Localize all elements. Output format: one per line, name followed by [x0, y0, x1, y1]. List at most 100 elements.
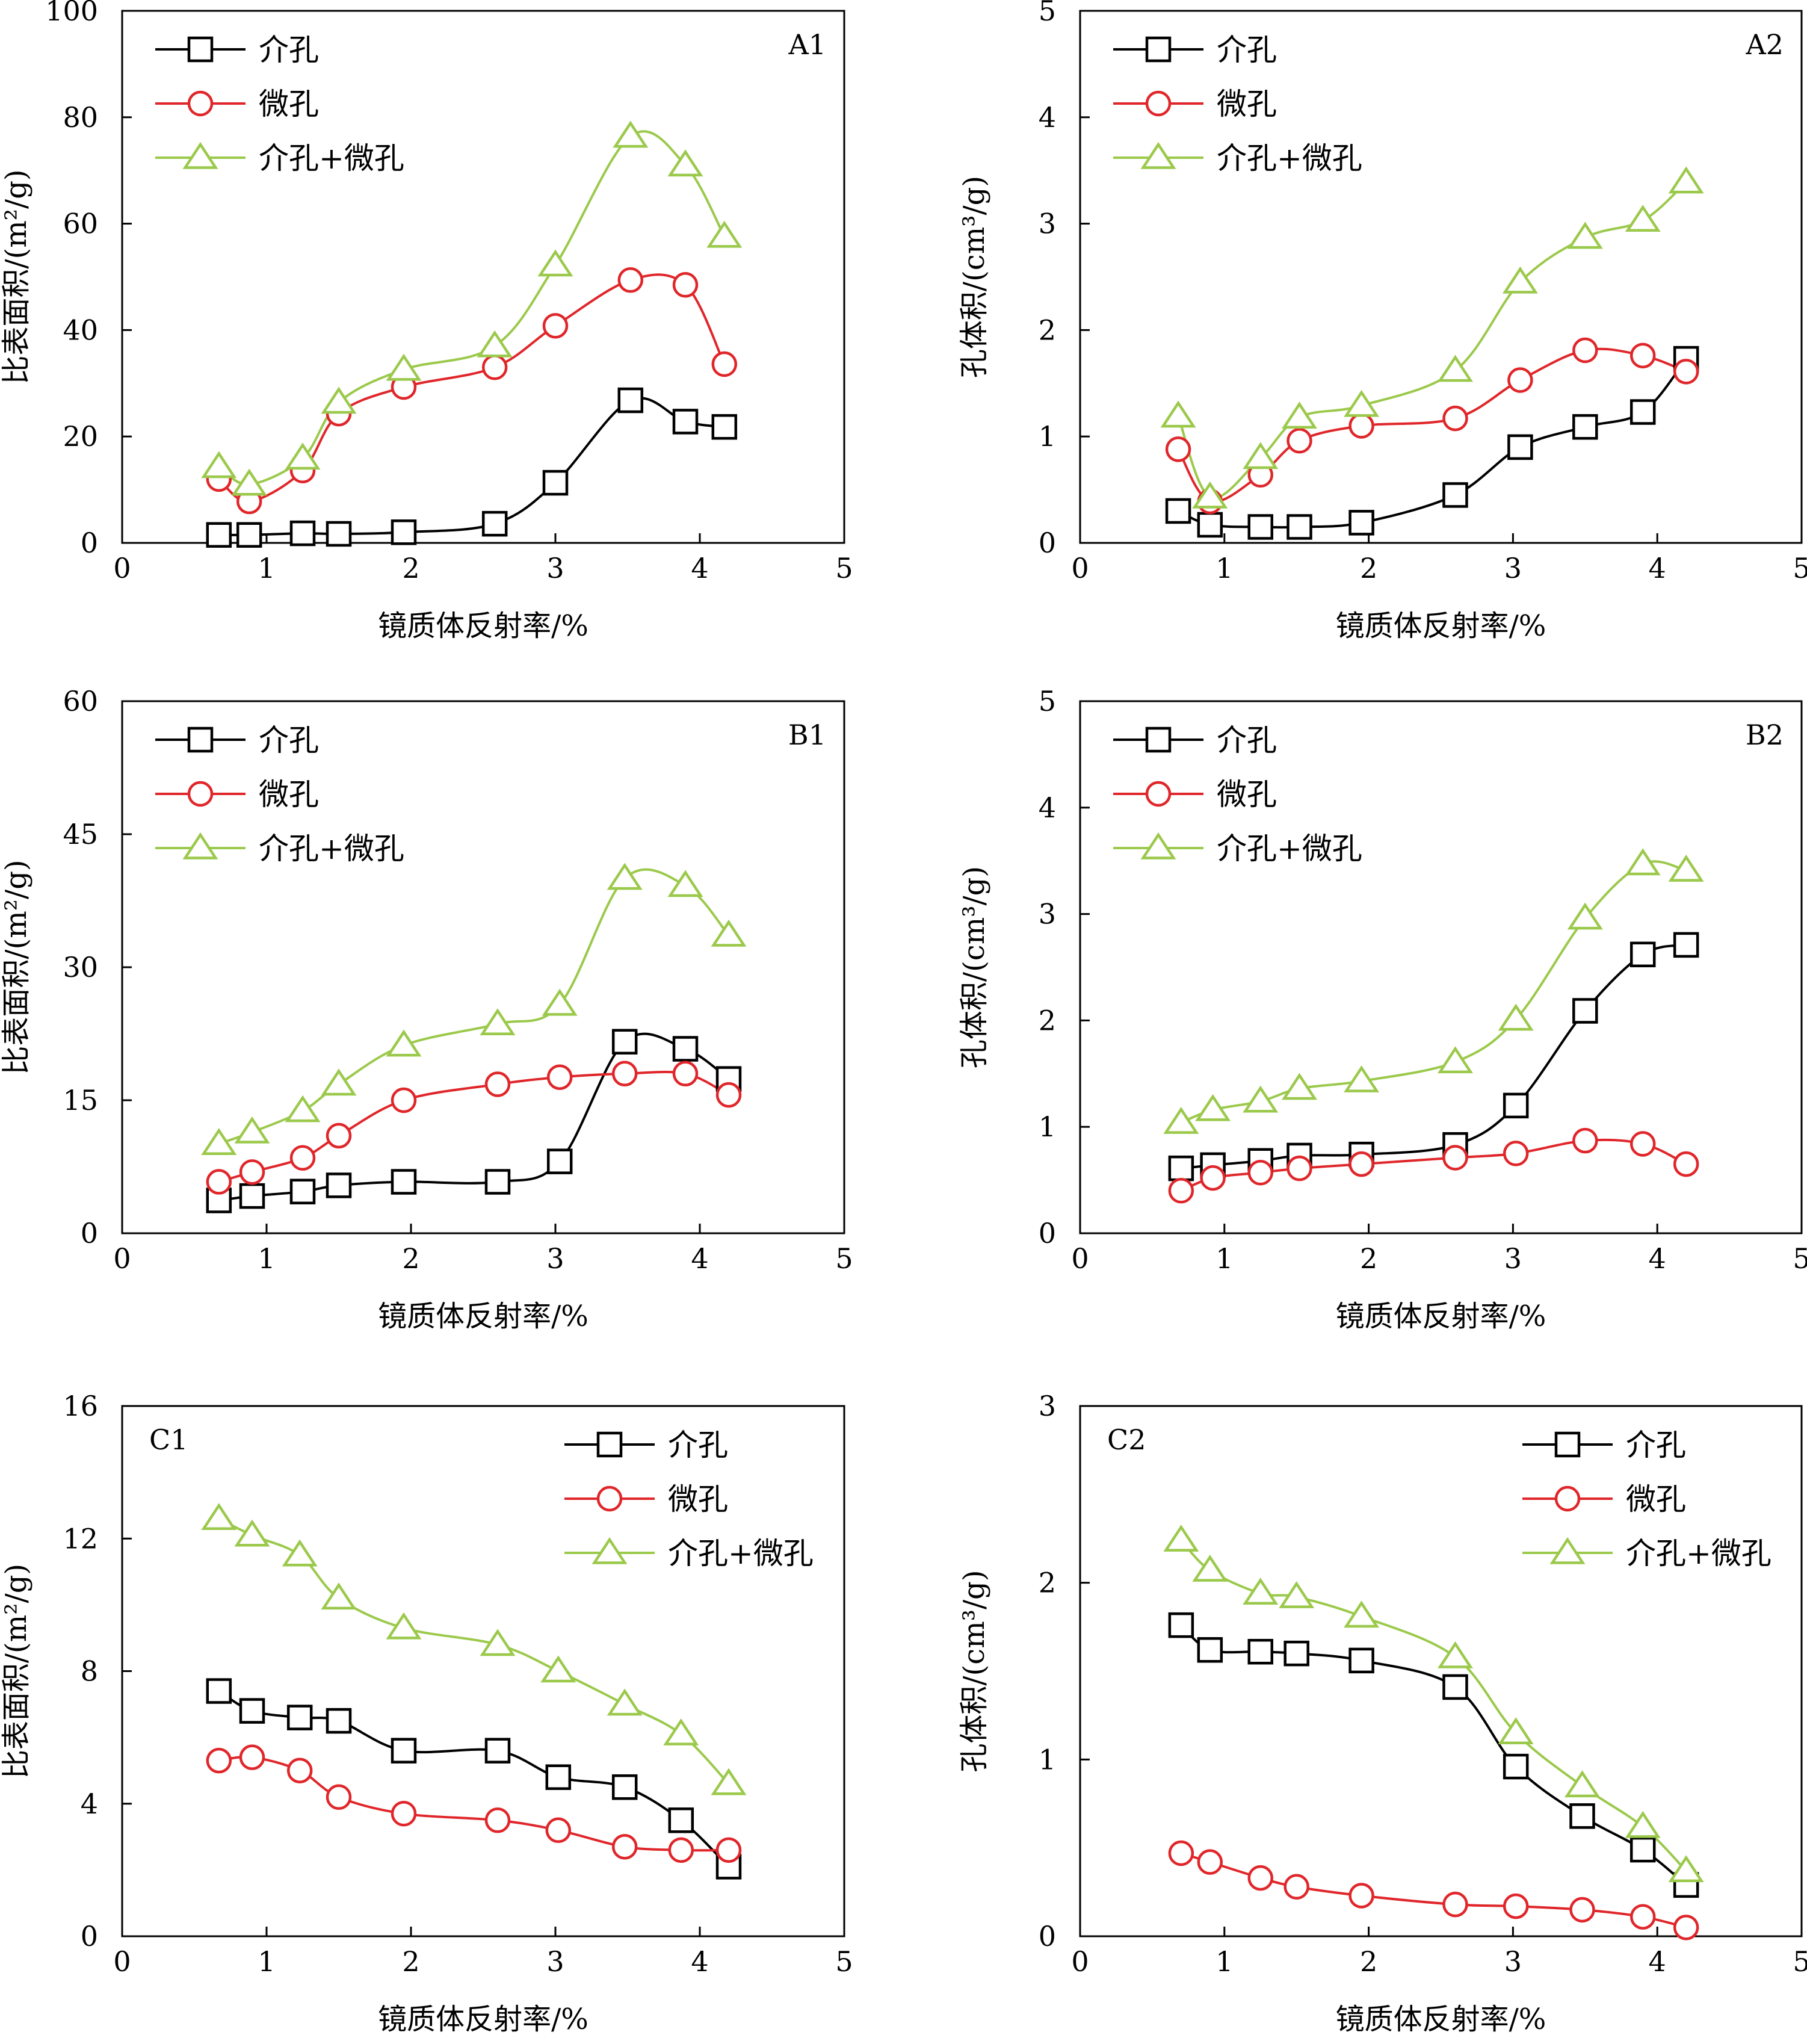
x-tick-label: 4	[691, 1945, 708, 1978]
data-point-micropore	[206, 1169, 232, 1195]
data-point-mesopore	[289, 1178, 316, 1205]
data-point-total	[201, 1128, 237, 1155]
y-tick-label: 60	[63, 208, 98, 240]
data-point-mesopore	[545, 1764, 572, 1790]
legend-label-total: 介孔+微孔	[668, 1536, 814, 1571]
data-point-micropore	[326, 1784, 352, 1810]
data-point-mesopore	[672, 1036, 699, 1062]
x-axis-label: 镜质体反射率/%	[378, 609, 588, 643]
data-point-micropore	[1165, 436, 1191, 462]
data-point-mesopore	[1168, 1155, 1194, 1181]
data-point-total	[480, 1008, 516, 1036]
data-point-total	[711, 919, 747, 947]
data-point-micropore	[239, 1159, 265, 1185]
x-tick-label: 4	[691, 1242, 708, 1275]
data-point-mesopore	[1168, 1612, 1194, 1638]
data-point-mesopore	[711, 414, 738, 440]
data-point-total	[1565, 1770, 1600, 1798]
data-point-mesopore	[546, 1148, 573, 1174]
y-tick-label: 0	[81, 1920, 98, 1953]
data-point-total	[1668, 1855, 1704, 1883]
panel-label: B2	[1746, 719, 1784, 751]
data-point-micropore	[1507, 367, 1533, 393]
legend-label-mesopore: 介孔	[668, 1428, 728, 1463]
x-tick-label: 1	[1215, 552, 1233, 584]
data-point-micropore	[611, 1061, 638, 1087]
series-line-total	[1177, 181, 1687, 500]
x-tick-label: 4	[1649, 1945, 1666, 1978]
panel-label: B1	[788, 719, 826, 751]
x-axis-label: 镜质体反射率/%	[1336, 2002, 1546, 2036]
y-tick-label: 5	[1039, 685, 1056, 717]
data-point-total	[1344, 1600, 1380, 1628]
series-line-total	[1180, 1539, 1687, 1872]
series-markers-total	[1163, 1525, 1704, 1883]
data-point-mesopore	[326, 1172, 352, 1198]
x-tick-label: 5	[1793, 1945, 1807, 1978]
x-tick-label: 2	[1360, 1242, 1377, 1275]
data-point-mesopore	[391, 519, 417, 545]
data-point-mesopore	[286, 1705, 313, 1730]
data-point-mesopore	[617, 387, 644, 413]
series-markers-total	[1163, 848, 1704, 1134]
legend-marker-mesopore	[187, 36, 214, 63]
legend-marker-mesopore	[1554, 1431, 1581, 1458]
series-markers-mesopore	[1165, 345, 1699, 540]
data-point-total	[1279, 1581, 1315, 1608]
legend-marker-mesopore	[596, 1431, 623, 1458]
x-tick-label: 0	[113, 1945, 131, 1978]
data-point-total	[1668, 166, 1704, 194]
data-point-micropore	[484, 1071, 511, 1097]
data-point-micropore	[484, 1807, 511, 1833]
data-point-micropore	[611, 1834, 638, 1860]
x-tick-label: 3	[1504, 1945, 1522, 1978]
data-point-micropore	[1629, 1904, 1656, 1930]
series-markers-total	[201, 120, 743, 496]
x-tick-label: 4	[1649, 1242, 1666, 1275]
y-axis-label: 孔体积/(cm³/g)	[957, 176, 991, 378]
data-point-total	[540, 1655, 576, 1683]
data-point-mesopore	[611, 1029, 638, 1055]
data-point-total	[386, 1612, 422, 1640]
data-point-mesopore	[391, 1738, 417, 1764]
x-tick-label: 1	[258, 552, 275, 584]
y-tick-label: 0	[81, 527, 98, 559]
y-tick-label: 4	[1039, 101, 1056, 134]
data-point-mesopore	[1507, 434, 1533, 460]
plot-frame	[1079, 700, 1803, 1234]
series-markers-micropore	[1168, 1840, 1699, 1940]
legend-label-total: 介孔+微孔	[1217, 141, 1362, 176]
data-point-total	[1438, 1046, 1473, 1074]
panel-label: C2	[1107, 1423, 1146, 1456]
legend-label-total: 介孔+微孔	[1626, 1536, 1771, 1571]
y-tick-label: 45	[63, 818, 98, 850]
data-point-micropore	[1247, 1159, 1273, 1186]
data-point-total	[537, 249, 573, 277]
data-point-micropore	[545, 1817, 572, 1844]
y-tick-label: 4	[81, 1788, 98, 1820]
legend-marker-mesopore	[1145, 36, 1172, 63]
data-point-mesopore	[1247, 1638, 1273, 1665]
y-tick-label: 1	[1039, 1743, 1056, 1776]
y-tick-label: 12	[63, 1522, 98, 1555]
data-point-total	[1192, 1555, 1228, 1582]
plot-frame	[1079, 1405, 1803, 1937]
legend-label-mesopore: 介孔	[1217, 723, 1277, 758]
data-point-mesopore	[1283, 1640, 1309, 1667]
legend-label-mesopore: 介孔	[1626, 1428, 1686, 1463]
x-tick-label: 1	[1215, 1945, 1233, 1978]
data-point-micropore	[711, 351, 738, 377]
legend-marker-micropore	[1145, 90, 1172, 117]
legend-marker-micropore	[1554, 1485, 1581, 1512]
data-point-mesopore	[481, 510, 508, 537]
y-tick-label: 1	[1039, 420, 1056, 453]
x-tick-label: 0	[1071, 1945, 1089, 1978]
series-line-total	[1181, 860, 1687, 1124]
legend-marker-mesopore	[1145, 726, 1172, 753]
legend-marker-total	[1549, 1537, 1586, 1564]
y-tick-label: 15	[63, 1084, 98, 1116]
